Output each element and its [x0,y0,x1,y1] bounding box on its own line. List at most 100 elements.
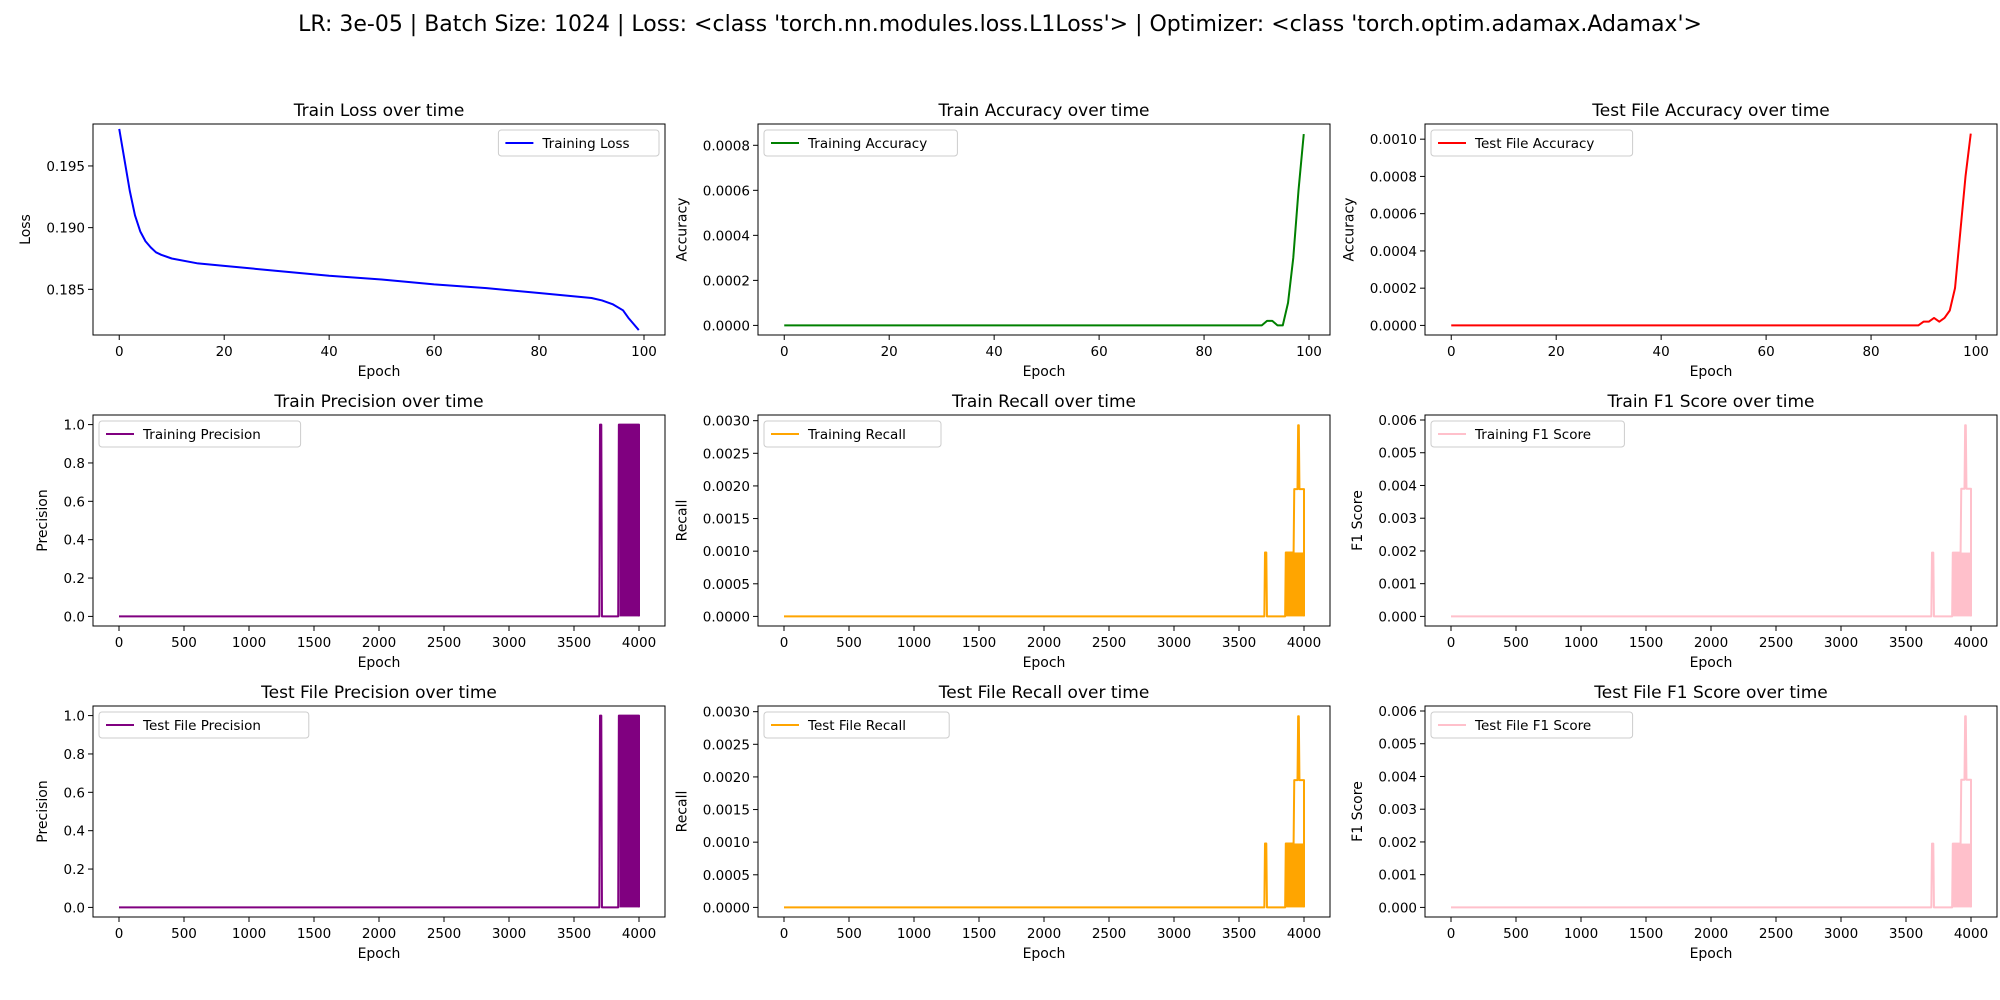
x-axis-label: Epoch [1690,364,1733,380]
y-axis-label: Precision [35,780,51,842]
y-tick-label: 0.8 [64,456,85,472]
legend: Training F1 Score [1430,420,1625,448]
y-tick-label: 0.001 [1378,868,1417,884]
x-tick-label: 20 [1548,344,1565,360]
x-tick-label: 2000 [1694,926,1728,942]
x-tick-label: 80 [530,344,547,360]
x-axis-label: Epoch [1690,655,1733,671]
y-axis-label: F1 Score [1350,490,1366,551]
y-tick-label: 0.004 [1378,478,1417,494]
legend-label: Training Recall [807,427,906,443]
chart-title: Test File Recall over time [938,683,1150,703]
y-tick-label: 0.0008 [1370,169,1417,185]
legend-label: Test File Recall [807,718,906,734]
legend: Training Recall [763,420,942,448]
x-tick-label: 3500 [1222,635,1256,651]
legend-box [98,420,302,448]
y-tick-label: 0.005 [1378,446,1417,462]
x-tick-label: 60 [1091,344,1108,360]
x-tick-label: 3500 [557,635,591,651]
x-tick-label: 500 [171,635,197,651]
series-fill-band [619,424,639,617]
series-1 [784,424,1305,618]
legend-label: Training Accuracy [807,136,927,152]
figure-title: LR: 3e-05 | Batch Size: 1024 | Loss: <cl… [298,12,1702,37]
x-tick-label: 3500 [557,926,591,942]
y-tick-label: 0.0015 [703,512,750,528]
chart-title: Test File Precision over time [260,683,497,703]
x-tick-label: 3000 [492,635,526,651]
chart-title: Test File Accuracy over time [1591,101,1829,121]
x-tick-label: 1000 [232,635,266,651]
legend-label: Training Precision [142,427,261,443]
legend-box [763,420,942,448]
chart-title: Train Recall over time [951,392,1136,412]
x-tick-label: 2500 [427,926,461,942]
y-tick-label: 0.0020 [703,479,750,495]
x-axis-label: Epoch [1690,946,1733,962]
x-tick-label: 0 [115,926,124,942]
chart-panel-1: Train Loss over time 0 20 40 60 80 100 0.185 0.1… [18,101,666,380]
x-tick-label: 100 [1963,344,1989,360]
x-tick-label: 3500 [1889,926,1923,942]
x-tick-label: 2500 [1759,926,1793,942]
x-tick-label: 2500 [1092,635,1126,651]
x-tick-label: 0 [1447,635,1456,651]
chart-panel-4: Train Precision over time 0 500 1000 1500 200… [35,392,666,671]
x-tick-label: 80 [1195,344,1212,360]
x-tick-label: 20 [216,344,233,360]
x-tick-label: 2500 [1092,926,1126,942]
x-tick-label: 3000 [1824,635,1858,651]
y-tick-label: 0.0 [64,609,85,625]
legend-box [763,711,950,739]
y-tick-label: 0.003 [1378,802,1417,818]
legend: Training Precision [98,420,302,448]
x-axis-label: Epoch [358,946,401,962]
x-tick-label: 40 [321,344,338,360]
chart-panel-8: Test File Recall over time 0 500 1000 1500 20… [674,683,1331,962]
chart-panel-9: Test File F1 Score over time 0 500 1000 1500… [1350,683,1998,962]
y-tick-label: 0.6 [64,785,85,801]
y-tick-label: 0.0006 [1370,207,1417,223]
x-tick-label: 40 [986,344,1003,360]
y-tick-label: 0.0015 [703,803,750,819]
y-tick-label: 0.2 [64,862,85,878]
x-tick-label: 0 [115,344,124,360]
y-tick-label: 1.0 [64,709,85,725]
x-tick-label: 100 [631,344,657,360]
legend: Test File Precision [98,711,310,739]
x-tick-label: 2500 [427,635,461,651]
series-line [784,424,1305,618]
chart-title: Train Loss over time [293,101,465,121]
x-tick-label: 2000 [1027,926,1061,942]
y-tick-label: 0.003 [1378,511,1417,527]
legend-box [1430,129,1634,157]
x-tick-label: 3000 [492,926,526,942]
y-tick-label: 0.002 [1378,835,1417,851]
x-tick-label: 40 [1653,344,1670,360]
legend: Test File Recall [763,711,950,739]
y-tick-label: 0.0005 [703,868,750,884]
chart-title: Test File F1 Score over time [1593,683,1827,703]
y-tick-label: 0.0000 [703,900,750,916]
y-tick-label: 0.0004 [703,228,750,244]
x-axis-label: Epoch [358,655,401,671]
chart-panel-6: Train F1 Score over time 0 500 1000 1500 2000… [1350,392,1998,671]
x-tick-label: 0 [780,344,789,360]
y-tick-label: 1.0 [64,418,85,434]
x-tick-label: 60 [426,344,443,360]
series-fill-band [1952,843,1971,908]
x-tick-label: 0 [1447,926,1456,942]
x-tick-label: 0 [780,926,789,942]
x-tick-label: 500 [1503,635,1529,651]
series-line [1451,715,1972,909]
series-line [119,423,640,618]
legend: Test File Accuracy [1430,129,1634,157]
chart-panel-7: Test File Precision over time 0 500 1000 150… [35,683,666,962]
axes-frame [1424,123,1998,336]
x-tick-label: 1000 [1564,926,1598,942]
series-1 [1451,133,1972,327]
series-fill-band [619,715,639,908]
y-tick-label: 0.0000 [1370,318,1417,334]
